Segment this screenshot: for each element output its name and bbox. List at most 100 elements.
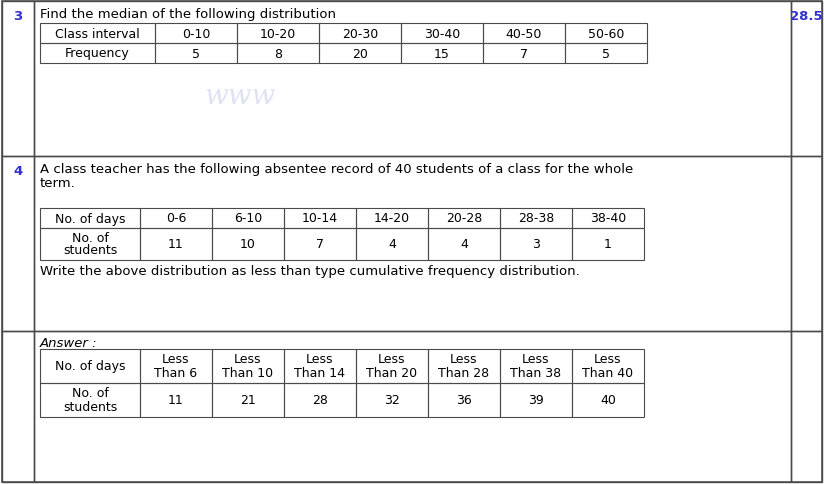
Text: Less: Less — [594, 353, 622, 366]
Text: 7: 7 — [316, 238, 324, 251]
Bar — [2, 157, 34, 332]
Text: 10-20: 10-20 — [260, 28, 296, 41]
Text: 3: 3 — [532, 238, 540, 251]
Text: 40: 40 — [600, 393, 616, 407]
Text: Less: Less — [378, 353, 405, 366]
Text: students: students — [63, 244, 117, 257]
Text: Than 40: Than 40 — [583, 367, 634, 380]
Text: No. of days: No. of days — [54, 360, 125, 373]
Bar — [212, 383, 284, 417]
Text: 8: 8 — [274, 47, 282, 60]
Bar — [319, 24, 401, 44]
Bar — [140, 228, 212, 260]
Bar — [565, 24, 647, 44]
Bar — [791, 157, 822, 332]
Text: 32: 32 — [384, 393, 400, 407]
Bar — [401, 44, 483, 64]
Bar — [500, 349, 572, 383]
Text: 4: 4 — [388, 238, 396, 251]
Text: 20: 20 — [352, 47, 368, 60]
Bar — [237, 24, 319, 44]
Text: Less: Less — [307, 353, 334, 366]
Text: Less: Less — [522, 353, 550, 366]
Bar — [572, 209, 644, 228]
Text: No. of: No. of — [72, 232, 109, 245]
Text: A class teacher has the following absentee record of 40 students of a class for : A class teacher has the following absent… — [40, 163, 634, 176]
Text: Find the median of the following distribution: Find the median of the following distrib… — [40, 8, 336, 21]
Text: Than 28: Than 28 — [438, 367, 489, 380]
Bar — [237, 44, 319, 64]
Bar — [2, 332, 34, 482]
Bar — [500, 228, 572, 260]
Bar — [40, 24, 155, 44]
Bar — [140, 383, 212, 417]
Bar — [40, 383, 140, 417]
Bar — [428, 209, 500, 228]
Text: Less: Less — [162, 353, 190, 366]
Bar — [212, 209, 284, 228]
Bar — [155, 44, 237, 64]
Text: 7: 7 — [520, 47, 528, 60]
Bar — [40, 228, 140, 260]
Text: 0-10: 0-10 — [182, 28, 210, 41]
Bar — [428, 349, 500, 383]
Text: students: students — [63, 401, 117, 414]
Text: Than 14: Than 14 — [294, 367, 345, 380]
Text: www: www — [204, 83, 275, 110]
Text: 20-28: 20-28 — [446, 212, 482, 225]
Bar — [483, 44, 565, 64]
Text: 6-10: 6-10 — [234, 212, 262, 225]
Bar — [212, 228, 284, 260]
Text: 20-30: 20-30 — [342, 28, 378, 41]
Text: Than 10: Than 10 — [222, 367, 274, 380]
Bar — [34, 157, 791, 332]
Bar — [155, 24, 237, 44]
Bar — [565, 44, 647, 64]
Text: 1: 1 — [604, 238, 612, 251]
Bar — [2, 2, 34, 157]
Bar — [34, 2, 791, 157]
Bar — [500, 209, 572, 228]
Text: 5: 5 — [602, 47, 610, 60]
Bar — [284, 349, 356, 383]
Text: Write the above distribution as less than type cumulative frequency distribution: Write the above distribution as less tha… — [40, 264, 580, 277]
Text: 5: 5 — [192, 47, 200, 60]
Text: 10-14: 10-14 — [302, 212, 338, 225]
Text: 11: 11 — [168, 393, 184, 407]
Text: 4: 4 — [13, 165, 22, 178]
Text: 28: 28 — [312, 393, 328, 407]
Text: term.: term. — [40, 177, 76, 190]
Text: 28-38: 28-38 — [517, 212, 554, 225]
Text: 11: 11 — [168, 238, 184, 251]
Bar — [40, 209, 140, 228]
Bar — [40, 44, 155, 64]
Text: Less: Less — [450, 353, 478, 366]
Text: 21: 21 — [240, 393, 256, 407]
Text: 0-6: 0-6 — [166, 212, 186, 225]
Bar — [140, 209, 212, 228]
Bar — [428, 383, 500, 417]
Bar — [319, 44, 401, 64]
Bar — [40, 349, 140, 383]
Text: Than 6: Than 6 — [154, 367, 198, 380]
Text: Than 20: Than 20 — [367, 367, 418, 380]
Bar — [284, 209, 356, 228]
Bar — [140, 349, 212, 383]
Bar — [791, 332, 822, 482]
Text: 50-60: 50-60 — [588, 28, 625, 41]
Bar — [356, 349, 428, 383]
Text: No. of: No. of — [72, 387, 109, 400]
Text: 39: 39 — [528, 393, 544, 407]
Bar — [212, 349, 284, 383]
Text: Than 38: Than 38 — [510, 367, 562, 380]
Text: 28.5: 28.5 — [790, 10, 823, 23]
Bar — [483, 24, 565, 44]
Bar — [356, 228, 428, 260]
Text: 3: 3 — [13, 10, 22, 23]
Text: Frequency: Frequency — [65, 47, 130, 60]
Bar — [572, 228, 644, 260]
Bar — [791, 2, 822, 157]
Text: 14-20: 14-20 — [374, 212, 410, 225]
Bar — [401, 24, 483, 44]
Text: 4: 4 — [460, 238, 468, 251]
